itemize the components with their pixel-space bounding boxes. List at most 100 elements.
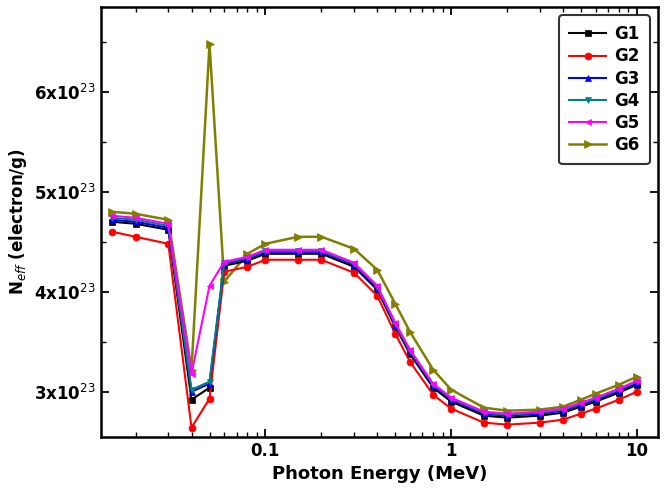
G4 [220, 260, 228, 266]
G4 [577, 401, 585, 407]
G6 [592, 391, 600, 396]
G3 [164, 225, 172, 231]
G4 [480, 410, 488, 416]
G1 [132, 221, 140, 227]
G6 [447, 387, 455, 392]
G2 [317, 257, 325, 263]
G5 [205, 283, 213, 289]
G5 [373, 283, 381, 289]
Line: G1: G1 [109, 219, 640, 421]
G5 [406, 347, 414, 353]
G3 [108, 217, 116, 223]
G6 [406, 329, 414, 335]
G4 [108, 215, 116, 220]
G2 [391, 331, 399, 337]
G5 [243, 254, 251, 260]
G1 [503, 415, 511, 420]
G2 [294, 257, 302, 263]
G3 [480, 411, 488, 416]
G5 [536, 409, 544, 415]
G3 [350, 262, 358, 268]
G2 [592, 406, 600, 412]
G3 [391, 322, 399, 328]
G3 [429, 383, 437, 389]
G3 [220, 261, 228, 267]
G2 [373, 293, 381, 299]
G2 [536, 420, 544, 426]
G2 [615, 397, 623, 403]
X-axis label: Photon Energy (MeV): Photon Energy (MeV) [272, 465, 487, 483]
G5 [391, 320, 399, 326]
G2 [164, 241, 172, 247]
Line: G3: G3 [109, 216, 640, 419]
G1 [577, 404, 585, 410]
G2 [205, 396, 213, 402]
G2 [406, 359, 414, 365]
G3 [503, 413, 511, 418]
G2 [132, 234, 140, 240]
G6 [633, 374, 641, 380]
G2 [261, 257, 269, 263]
G3 [592, 397, 600, 403]
Line: G4: G4 [109, 214, 640, 418]
G5 [577, 400, 585, 406]
G2 [633, 389, 641, 394]
G4 [243, 255, 251, 261]
G2 [350, 270, 358, 276]
G6 [615, 382, 623, 388]
G6 [391, 301, 399, 307]
G4 [633, 379, 641, 385]
G4 [164, 223, 172, 229]
G3 [132, 219, 140, 225]
G6 [188, 367, 196, 372]
G6 [294, 234, 302, 240]
G4 [188, 387, 196, 392]
G6 [503, 408, 511, 414]
G6 [243, 251, 251, 257]
G4 [429, 382, 437, 388]
G3 [577, 402, 585, 408]
G4 [205, 379, 213, 385]
G3 [294, 249, 302, 255]
G4 [132, 217, 140, 223]
G6 [108, 209, 116, 215]
G2 [108, 229, 116, 235]
G4 [406, 348, 414, 354]
G3 [559, 408, 567, 414]
G1 [406, 351, 414, 357]
G6 [536, 407, 544, 413]
G2 [220, 269, 228, 275]
G1 [317, 251, 325, 257]
G1 [261, 251, 269, 257]
G1 [243, 258, 251, 264]
G2 [243, 264, 251, 270]
G5 [220, 259, 228, 265]
G6 [317, 234, 325, 240]
G3 [243, 256, 251, 262]
G3 [261, 249, 269, 255]
G4 [592, 396, 600, 402]
G2 [480, 420, 488, 426]
G3 [317, 249, 325, 255]
G3 [205, 381, 213, 387]
Legend: G1, G2, G3, G4, G5, G6: G1, G2, G3, G4, G5, G6 [559, 15, 650, 164]
G4 [261, 248, 269, 254]
Line: G5: G5 [109, 212, 640, 417]
G1 [294, 251, 302, 257]
G2 [503, 422, 511, 428]
G5 [559, 406, 567, 412]
G5 [188, 371, 196, 377]
G2 [447, 406, 455, 412]
G5 [350, 260, 358, 266]
G1 [447, 399, 455, 405]
G6 [559, 404, 567, 410]
G4 [373, 284, 381, 290]
G1 [350, 264, 358, 270]
G5 [615, 386, 623, 392]
G5 [108, 213, 116, 219]
G6 [429, 367, 437, 372]
G4 [503, 412, 511, 417]
G1 [559, 410, 567, 416]
G1 [220, 263, 228, 269]
G4 [536, 410, 544, 416]
